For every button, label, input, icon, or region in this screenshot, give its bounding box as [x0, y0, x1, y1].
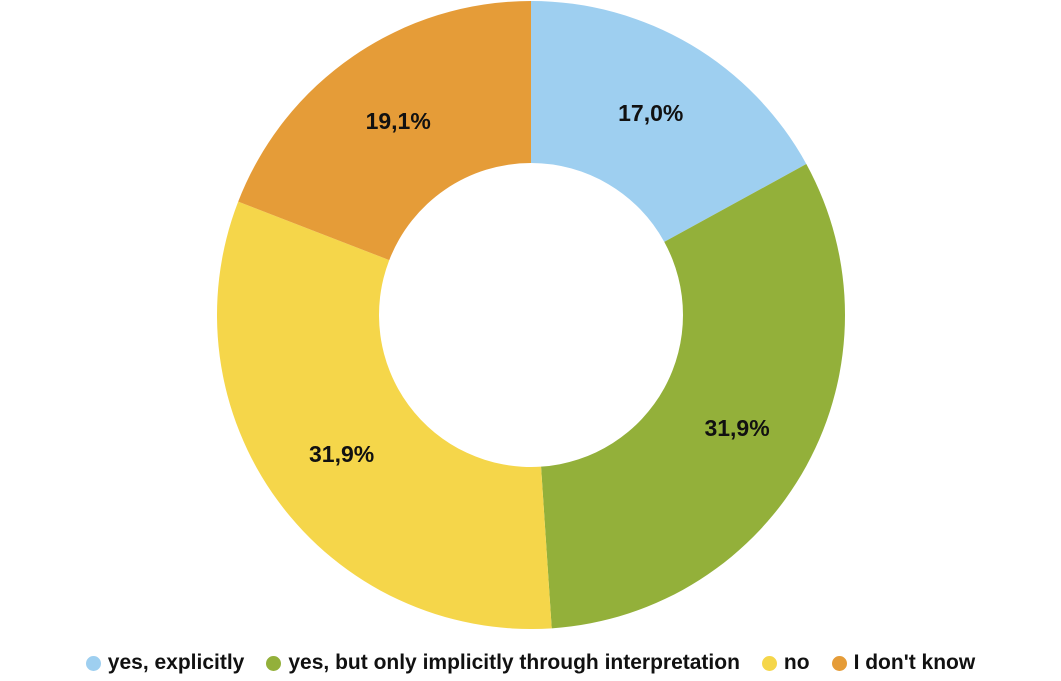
legend-label: no	[783, 651, 810, 674]
legend-label: yes, but only implicitly through interpr…	[288, 651, 740, 674]
chart-legend: yes, explicitly yes, but only implicitly …	[0, 648, 1061, 678]
slice-label-3: 31,9%	[309, 441, 374, 467]
donut-slice-3	[216, 201, 552, 629]
slice-label-2: 31,9%	[704, 415, 769, 441]
legend-swatch-icon	[266, 655, 282, 671]
legend-swatch-icon	[761, 655, 777, 671]
legend-label: yes, explicitly	[107, 651, 245, 674]
legend-swatch-icon	[831, 655, 847, 671]
legend-item-2: yes, but only implicitly through interpr…	[266, 651, 740, 675]
legend-item-4: I don't know	[831, 651, 976, 675]
donut-chart: 17,0% 31,9% 31,9% 19,1%	[216, 1, 846, 629]
slice-label-4: 19,1%	[366, 108, 431, 134]
slice-label-1: 17,0%	[618, 100, 683, 126]
donut-slice-2	[541, 164, 846, 629]
legend-item-1: yes, explicitly	[85, 651, 245, 675]
legend-item-3: no	[761, 651, 810, 675]
donut-slice-4	[238, 1, 531, 261]
donut-slice-1	[531, 1, 807, 242]
legend-swatch-icon	[85, 655, 101, 671]
legend-label: I don't know	[853, 651, 976, 674]
